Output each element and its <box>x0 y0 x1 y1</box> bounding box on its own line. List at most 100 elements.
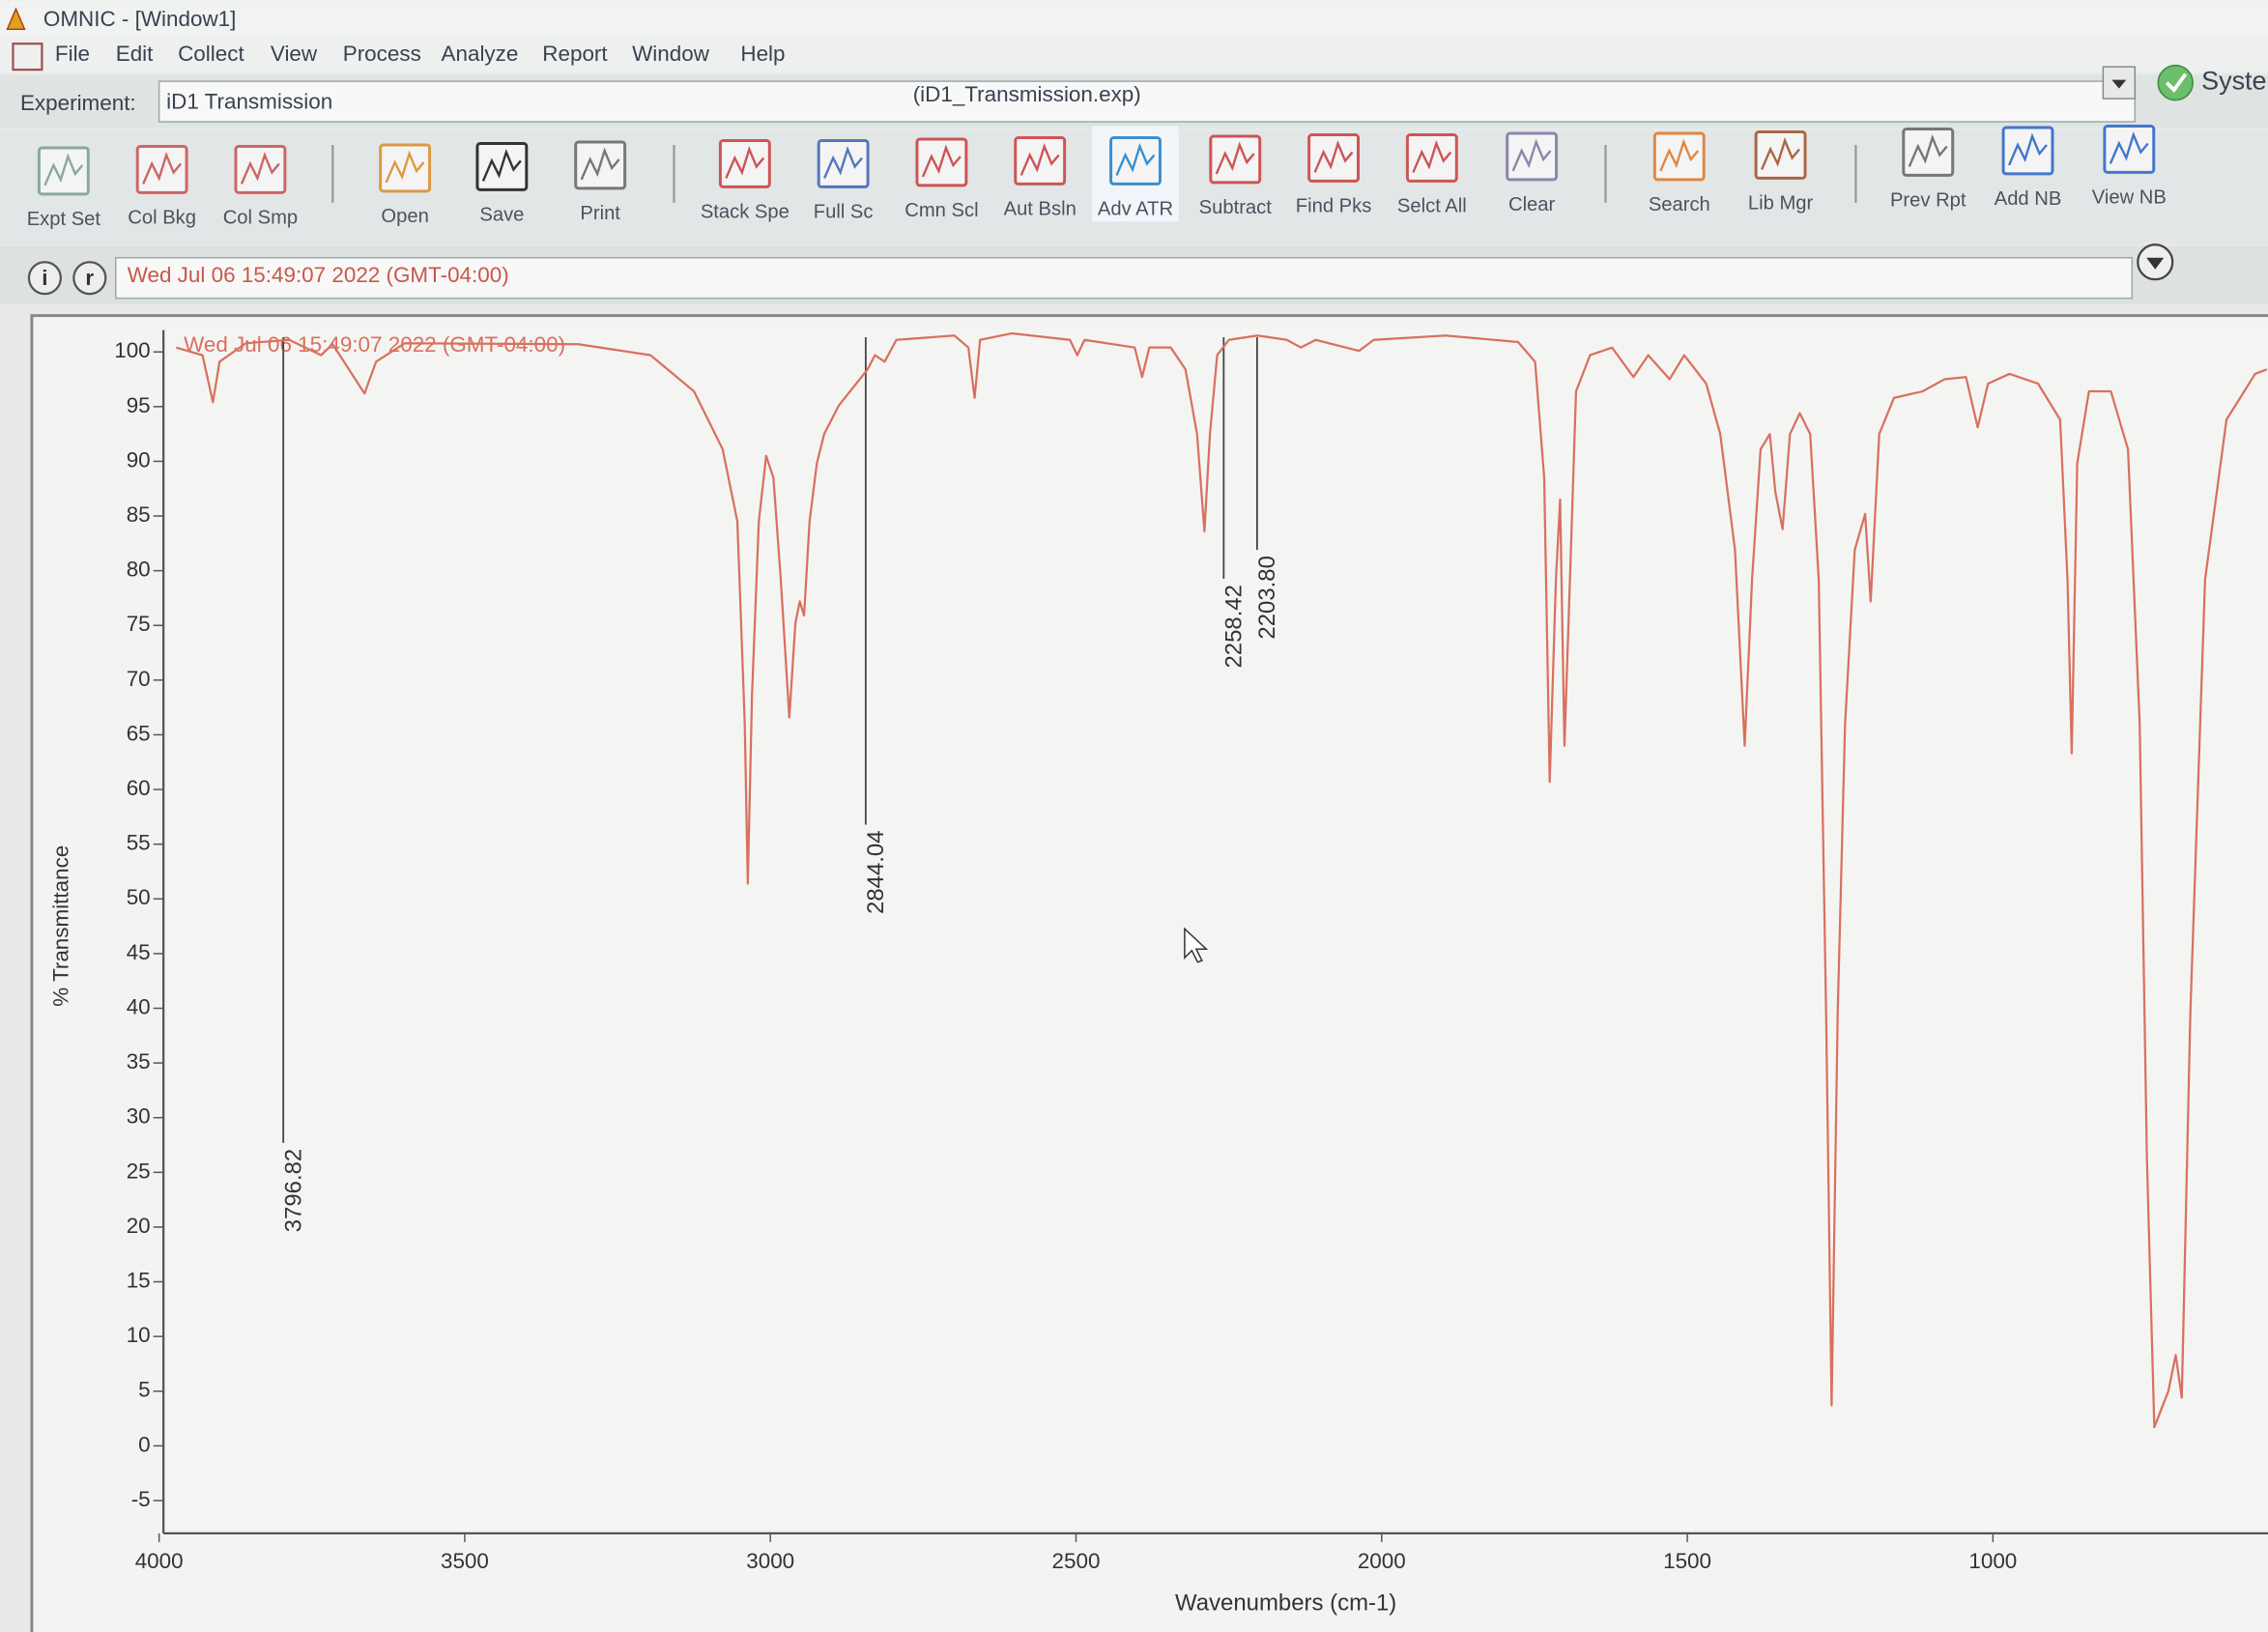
y-tick-label: 40 <box>127 994 151 1018</box>
info-button-label: i <box>42 266 47 290</box>
toolbar-label: Selct All <box>1397 196 1467 217</box>
toolbar-icon-glyph <box>142 151 183 185</box>
y-tick-label: -5 <box>131 1487 151 1511</box>
mouse-cursor <box>1184 927 1209 963</box>
toolbar-label: View NB <box>2092 187 2167 209</box>
info-text: Wed Jul 06 15:49:07 2022 (GMT-04:00) <box>128 263 509 287</box>
toolbar-label: Expt Set <box>27 209 101 230</box>
spectrum-line <box>175 331 2268 1429</box>
info-button[interactable] <box>27 261 62 296</box>
y-tick-label: 75 <box>127 612 151 636</box>
toolbar-label: Full Sc <box>814 202 874 223</box>
y-tick-label: 95 <box>127 393 151 417</box>
y-tick-label: 90 <box>127 447 151 472</box>
y-tick-label: 10 <box>127 1323 151 1347</box>
y-tick-label: 55 <box>127 831 151 855</box>
toolbar-label: Find Pks <box>1296 196 1372 217</box>
toolbar-label: Save <box>479 205 524 226</box>
y-tick-label: 20 <box>127 1214 151 1238</box>
toolbar-label: Subtract <box>1199 197 1273 218</box>
toolbar-label: Add NB <box>1995 188 2062 210</box>
menu-item[interactable]: Collect <box>178 42 244 66</box>
toolbar-icon-glyph <box>481 148 522 182</box>
y-tick-label: 100 <box>114 338 150 362</box>
title-bar <box>0 0 2268 39</box>
toolbar-label: Col Bkg <box>128 208 196 229</box>
info-button[interactable] <box>72 261 107 296</box>
y-tick-label: 50 <box>127 885 151 909</box>
experiment-file: (iD1_Transmission.exp) <box>913 82 1141 106</box>
y-tick-label: 45 <box>127 940 151 964</box>
y-tick-label: 70 <box>127 667 151 691</box>
x-tick-label: 1500 <box>1663 1549 1711 1573</box>
menu-bar <box>0 38 2268 73</box>
toolbar-icon-glyph <box>240 151 280 185</box>
x-tick-label: 3500 <box>441 1549 489 1573</box>
x-tick-label: 4000 <box>135 1549 184 1573</box>
window-title: OMNIC - [Window1] <box>43 7 236 31</box>
toolbar-label: Print <box>580 203 620 224</box>
toolbar-label: Open <box>381 206 428 227</box>
toolbar-label: Clear <box>1508 194 1556 215</box>
y-tick-label: 0 <box>138 1432 150 1456</box>
menu-item[interactable]: Process <box>343 42 421 66</box>
toolbar-icon-glyph <box>1215 141 1255 175</box>
status-icon <box>2157 64 2194 101</box>
experiment-value: iD1 Transmission <box>166 90 332 114</box>
y-tick-label: 5 <box>138 1378 150 1402</box>
toolbar-icon-glyph <box>1019 142 1060 176</box>
menu-item[interactable]: Edit <box>116 42 154 66</box>
experiment-label: Experiment: <box>20 91 136 115</box>
menu-item[interactable]: Help <box>740 42 785 66</box>
peak-label: 2844.04 <box>863 830 889 914</box>
menu-item[interactable]: View <box>271 42 318 66</box>
toolbar-icon-glyph <box>1412 139 1452 173</box>
toolbar-icon-glyph <box>1659 138 1700 172</box>
toolbar-icon-glyph <box>43 153 84 186</box>
toolbar-icon-glyph <box>2007 132 2048 166</box>
y-tick-label: 60 <box>127 776 151 800</box>
menu-icon <box>12 43 43 72</box>
toolbar-buttons: Expt Set Col Bkg Col Smp Open Save Print Stack… <box>27 125 2167 230</box>
y-tick-label: 85 <box>127 502 151 527</box>
toolbar-icon-glyph <box>1313 139 1354 173</box>
toolbar-label: Prev Rpt <box>1890 190 1967 212</box>
plot-area <box>163 329 2268 1533</box>
toolbar-label: Aut Bsln <box>1004 199 1077 220</box>
toolbar-label: Stack Spe <box>701 202 789 223</box>
x-axis-label: Wavenumbers (cm-1) <box>1175 1590 1396 1617</box>
chart: -5 0 5 10 15 20 25 30 35 40 45 50 55 60 65 70 75 80 85 90 95… <box>48 329 2268 1617</box>
info-dropdown-arrow <box>2146 257 2165 270</box>
app-icon <box>6 7 26 30</box>
info-button-label: r <box>85 266 94 290</box>
toolbar-icon-glyph <box>921 144 962 178</box>
experiment-select[interactable] <box>158 80 2137 123</box>
menu-item[interactable]: Report <box>542 42 608 66</box>
y-tick-label: 15 <box>127 1268 151 1292</box>
toolbar-icon-glyph <box>823 145 864 179</box>
menu-item[interactable]: Analyze <box>442 42 519 66</box>
y-tick-label: 35 <box>127 1049 151 1074</box>
peak-label: 2203.80 <box>1254 556 1280 640</box>
toolbar-label: Adv ATR <box>1098 199 1173 220</box>
toolbar-icon-glyph <box>725 145 765 179</box>
toolbar-icon-glyph <box>385 150 425 184</box>
toolbar-label: Lib Mgr <box>1748 193 1814 215</box>
y-axis-label: % Transmittance <box>48 845 72 1007</box>
x-tick-label: 1000 <box>1968 1549 2017 1573</box>
menu-item[interactable]: Window <box>632 42 710 66</box>
toolbar-icon-glyph <box>1511 138 1552 172</box>
y-tick-label: 80 <box>127 558 151 582</box>
toolbar-icon-glyph <box>580 147 620 181</box>
toolbar-icon-glyph <box>2109 131 2149 164</box>
toolbar-icon-glyph <box>1908 133 1948 167</box>
menu: File Edit Collect View Process Analyze Report W… <box>55 42 786 66</box>
info-field <box>114 256 2134 300</box>
toolbar-icon-glyph <box>1115 142 1156 176</box>
menu-item[interactable]: File <box>55 42 90 66</box>
x-tick-label: 3000 <box>746 1549 794 1573</box>
peak-label: 2258.42 <box>1221 585 1248 669</box>
x-tick-label: 2500 <box>1052 1549 1101 1573</box>
